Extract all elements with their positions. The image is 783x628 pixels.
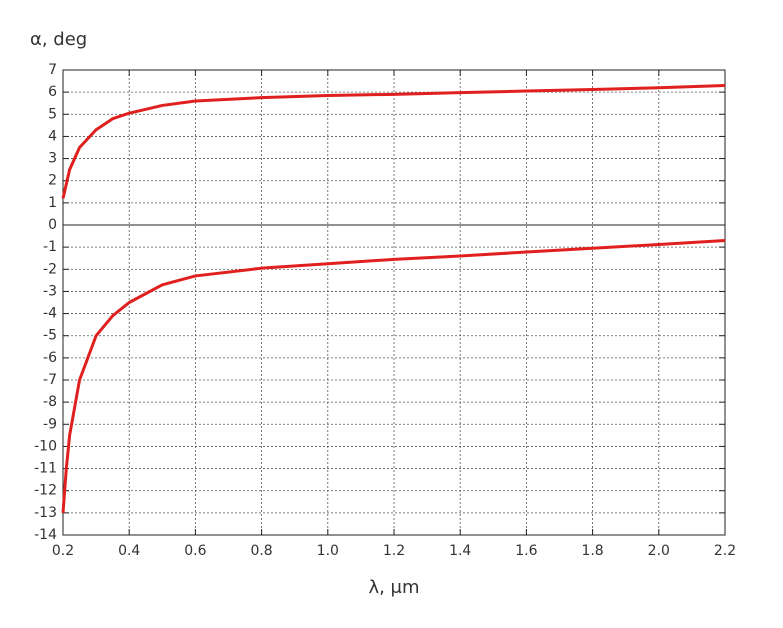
y-tick-label: -7 xyxy=(43,372,57,388)
y-tick-label: -9 xyxy=(43,416,57,432)
data-line xyxy=(61,84,726,199)
y-tick-label: 3 xyxy=(48,151,57,167)
x-tick-label: 0.2 xyxy=(52,543,74,559)
y-tick-label: -5 xyxy=(43,328,57,344)
y-tick-label: 5 xyxy=(48,106,57,122)
y-tick-label: 0 xyxy=(48,217,57,233)
x-tick-label: 1.2 xyxy=(383,543,405,559)
plot-frame xyxy=(62,69,726,536)
y-tick-label: 7 xyxy=(48,62,57,78)
y-tick-label: 6 xyxy=(48,84,57,100)
y-tick-label: -13 xyxy=(34,505,57,521)
y-tick-label: -3 xyxy=(43,283,57,299)
x-tick-label: 2.2 xyxy=(714,543,736,559)
x-tick-label: 2.0 xyxy=(648,543,670,559)
y-tick-label: 1 xyxy=(48,195,57,211)
x-tick-label: 1.6 xyxy=(515,543,537,559)
y-axis-label: α, deg xyxy=(30,29,87,50)
x-tick-label: 0.6 xyxy=(184,543,206,559)
data-line xyxy=(61,239,726,513)
x-tick-label: 1.0 xyxy=(317,543,339,559)
y-tick-label: -2 xyxy=(43,261,57,277)
x-tick-label: 1.4 xyxy=(449,543,471,559)
y-tick-label: 2 xyxy=(48,173,57,189)
y-tick-label: -8 xyxy=(43,394,57,410)
x-tick-label: 1.8 xyxy=(581,543,603,559)
y-tick-label: -11 xyxy=(34,461,57,477)
y-tick-label: -10 xyxy=(34,438,57,454)
x-tick-label: 0.4 xyxy=(118,543,140,559)
y-tick-label: 4 xyxy=(48,128,57,144)
y-tick-label: -12 xyxy=(34,483,57,499)
y-tick-label: -14 xyxy=(34,527,57,543)
y-tick-label: -6 xyxy=(43,350,57,366)
x-axis-label: λ, μm xyxy=(368,577,419,598)
y-tick-label: -4 xyxy=(43,306,57,322)
y-tick-label: -1 xyxy=(43,239,57,255)
x-tick-label: 0.8 xyxy=(250,543,272,559)
